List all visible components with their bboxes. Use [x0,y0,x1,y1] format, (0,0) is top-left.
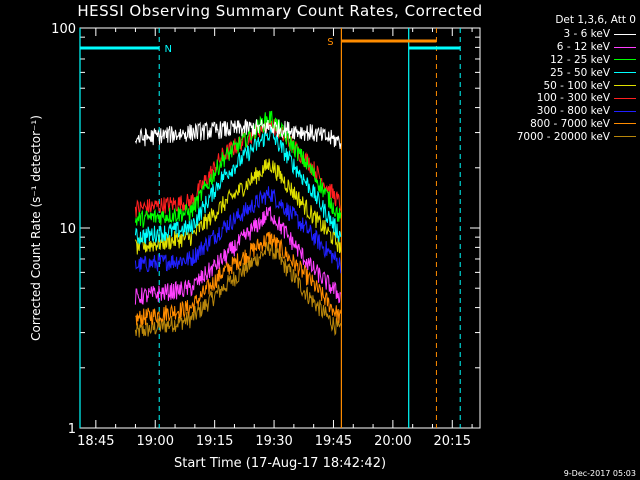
x-tick-label: 20:15 [434,434,471,449]
y-tick-label: 1 [68,422,76,437]
footer-date: 9-Dec-2017 05:03 [563,469,636,478]
legend: Det 1,3,6, Att 0 3 - 6 keV 6 - 12 keV 12 -… [488,14,636,143]
x-axis-label: Start Time (17-Aug-17 18:42:42) [174,456,386,471]
x-tick-label: 19:15 [196,434,233,449]
legend-entry: 800 - 7000 keV [488,118,636,131]
legend-swatch [614,136,636,138]
legend-entry: 7000 - 20000 keV [488,130,636,143]
legend-entry: 12 - 25 keV [488,54,636,67]
series-line [134,206,342,305]
legend-label: 7000 - 20000 keV [516,130,610,143]
legend-entry: 50 - 100 keV [488,79,636,92]
legend-entries: 3 - 6 keV 6 - 12 keV 12 - 25 keV 25 - 50 ke… [488,28,636,143]
legend-swatch [614,72,636,74]
legend-entry: 3 - 6 keV [488,28,636,41]
legend-swatch [614,85,636,87]
legend-swatch [614,110,636,112]
x-tick-label: 20:00 [374,434,411,449]
y-axis-label: Corrected Count Rate (s⁻¹ detector⁻¹) [29,115,43,341]
legend-entry: 25 - 50 keV [488,66,636,79]
series-line [134,126,342,245]
y-tick-label: 100 [51,22,76,37]
x-tick-label: 19:00 [137,434,174,449]
series-line [134,110,342,228]
x-tick-label: 19:30 [255,434,292,449]
legend-label: 800 - 7000 keV [530,117,610,130]
legend-label: 100 - 300 keV [536,92,610,105]
y-tick-label: 10 [59,222,76,237]
legend-entry: 300 - 800 keV [488,105,636,118]
series-line [134,240,342,338]
legend-label: 300 - 800 keV [536,105,610,118]
legend-label: 12 - 25 keV [550,53,610,66]
legend-label: 50 - 100 keV [543,79,610,92]
legend-swatch [614,33,636,35]
night-bar-label: N [164,44,171,55]
legend-swatch [614,46,636,48]
saa-bar-label: S [327,37,333,48]
legend-label: 6 - 12 keV [556,41,610,54]
legend-header: Det 1,3,6, Att 0 [555,14,636,26]
legend-entry: 100 - 300 keV [488,92,636,105]
x-tick-label: 19:45 [315,434,352,449]
legend-label: 25 - 50 keV [550,66,610,79]
x-tick-label: 18:45 [77,434,114,449]
series-line [134,158,342,255]
series-line [134,119,342,150]
legend-label: 3 - 6 keV [563,28,610,41]
chart-title: HESSI Observing Summary Count Rates, Cor… [77,2,483,20]
series-line [134,186,342,274]
series-line [135,231,342,327]
legend-swatch [614,59,636,61]
legend-swatch [614,123,636,125]
legend-swatch [614,97,636,99]
legend-entry: 6 - 12 keV [488,41,636,54]
